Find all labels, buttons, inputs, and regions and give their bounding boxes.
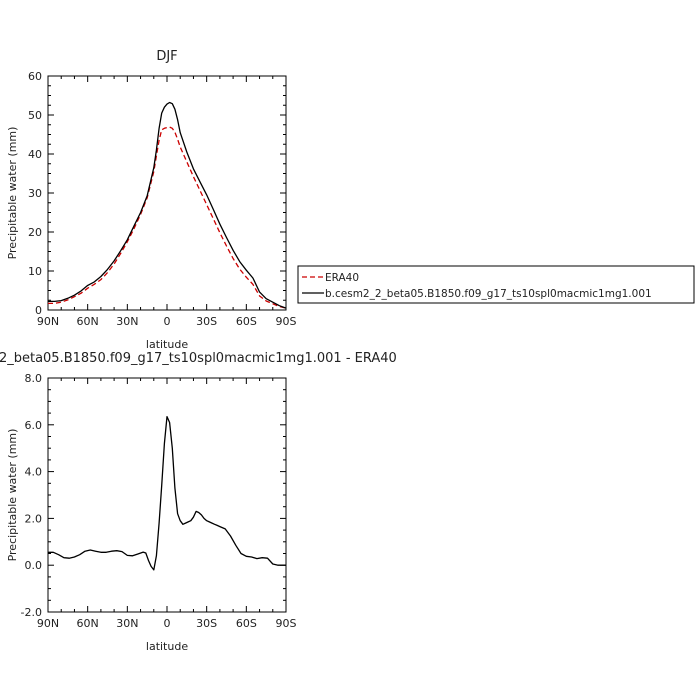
x-tick-label: 60S xyxy=(236,617,257,630)
legend-label-0: ERA40 xyxy=(325,272,359,284)
x-tick-label: 30S xyxy=(196,617,217,630)
panel-top-chart: DJF 90N 60N 30N 0 30S 60S 90S 0 10 20 30 40 50 60 latit… xyxy=(6,49,297,351)
x-tick-label: 30N xyxy=(116,315,138,328)
y-tick-label: 50 xyxy=(28,109,42,122)
x-tick-label: 90N xyxy=(37,315,59,328)
y-tick-label: -2.0 xyxy=(21,606,42,619)
x-axis-label: latitude xyxy=(146,338,188,351)
x-tick-label: 0 xyxy=(164,617,171,630)
y-tick-label: 20 xyxy=(28,226,42,239)
y-axis-label: Precipitable water (mm) xyxy=(6,429,19,562)
x-tick-label: 60S xyxy=(236,315,257,328)
x-tick-label: 90N xyxy=(37,617,59,630)
x-axis-label: latitude xyxy=(146,640,188,653)
x-tick-label: 0 xyxy=(164,315,171,328)
x-tick-label: 90S xyxy=(276,315,297,328)
y-tick-label: 40 xyxy=(28,148,42,161)
y-tick-label: 30 xyxy=(28,187,42,200)
panel-bottom-chart: b.cesm2_2_beta05.B1850.f09_g17_ts10spl0m… xyxy=(0,351,397,653)
chart-title: b.cesm2_2_beta05.B1850.f09_g17_ts10spl0m… xyxy=(0,351,397,366)
plot-frame xyxy=(47,377,287,613)
x-tick-label: 90S xyxy=(276,617,297,630)
legend-box xyxy=(297,265,695,304)
y-tick-label: 8.0 xyxy=(25,372,43,385)
y-tick-label: 6.0 xyxy=(25,419,43,432)
chart-title: DJF xyxy=(156,49,177,64)
legend-label-1: b.cesm2_2_beta05.B1850.f09_g17_ts10spl0m… xyxy=(325,288,652,300)
y-tick-label: 0.0 xyxy=(25,559,43,572)
y-tick-label: 60 xyxy=(28,70,42,83)
series-line-0-1 xyxy=(48,101,287,309)
x-tick-label: 30S xyxy=(196,315,217,328)
series-line-0-0 xyxy=(48,126,287,309)
y-axis-label: Precipitable water (mm) xyxy=(6,127,19,260)
series-line-1-0 xyxy=(48,415,286,571)
y-tick-label: 2.0 xyxy=(25,512,43,525)
y-tick-label: 4.0 xyxy=(25,466,43,479)
y-tick-label: 10 xyxy=(28,265,42,278)
x-tick-label: 30N xyxy=(116,617,138,630)
x-tick-label: 60N xyxy=(77,315,99,328)
y-tick-label: 0 xyxy=(35,304,42,317)
legend: ERA40 b.cesm2_2_beta05.B1850.f09_g17_ts10… xyxy=(297,265,695,304)
x-tick-label: 60N xyxy=(77,617,99,630)
